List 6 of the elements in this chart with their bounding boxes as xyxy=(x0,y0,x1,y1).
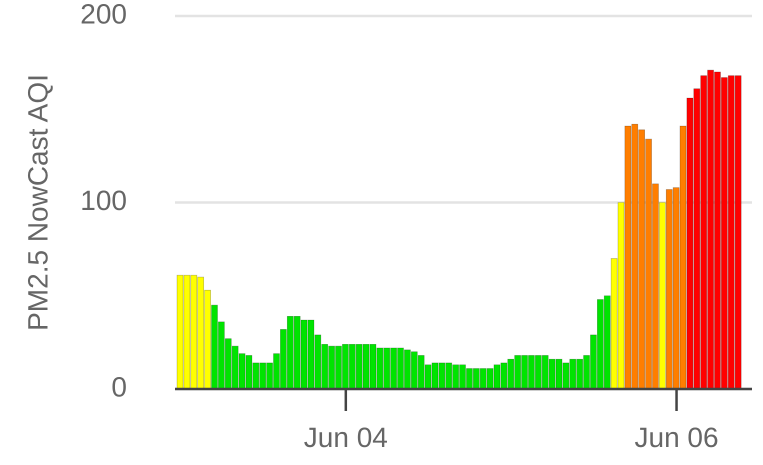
x-tick-label: Jun 04 xyxy=(304,422,388,453)
x-tick-label: Jun 06 xyxy=(634,422,719,453)
y-tick-label: 100 xyxy=(80,184,127,216)
y-tick-label: 200 xyxy=(80,0,127,30)
y-axis-title: PM2.5 NowCast AQI xyxy=(22,74,54,331)
y-tick-label: 0 xyxy=(111,371,127,402)
